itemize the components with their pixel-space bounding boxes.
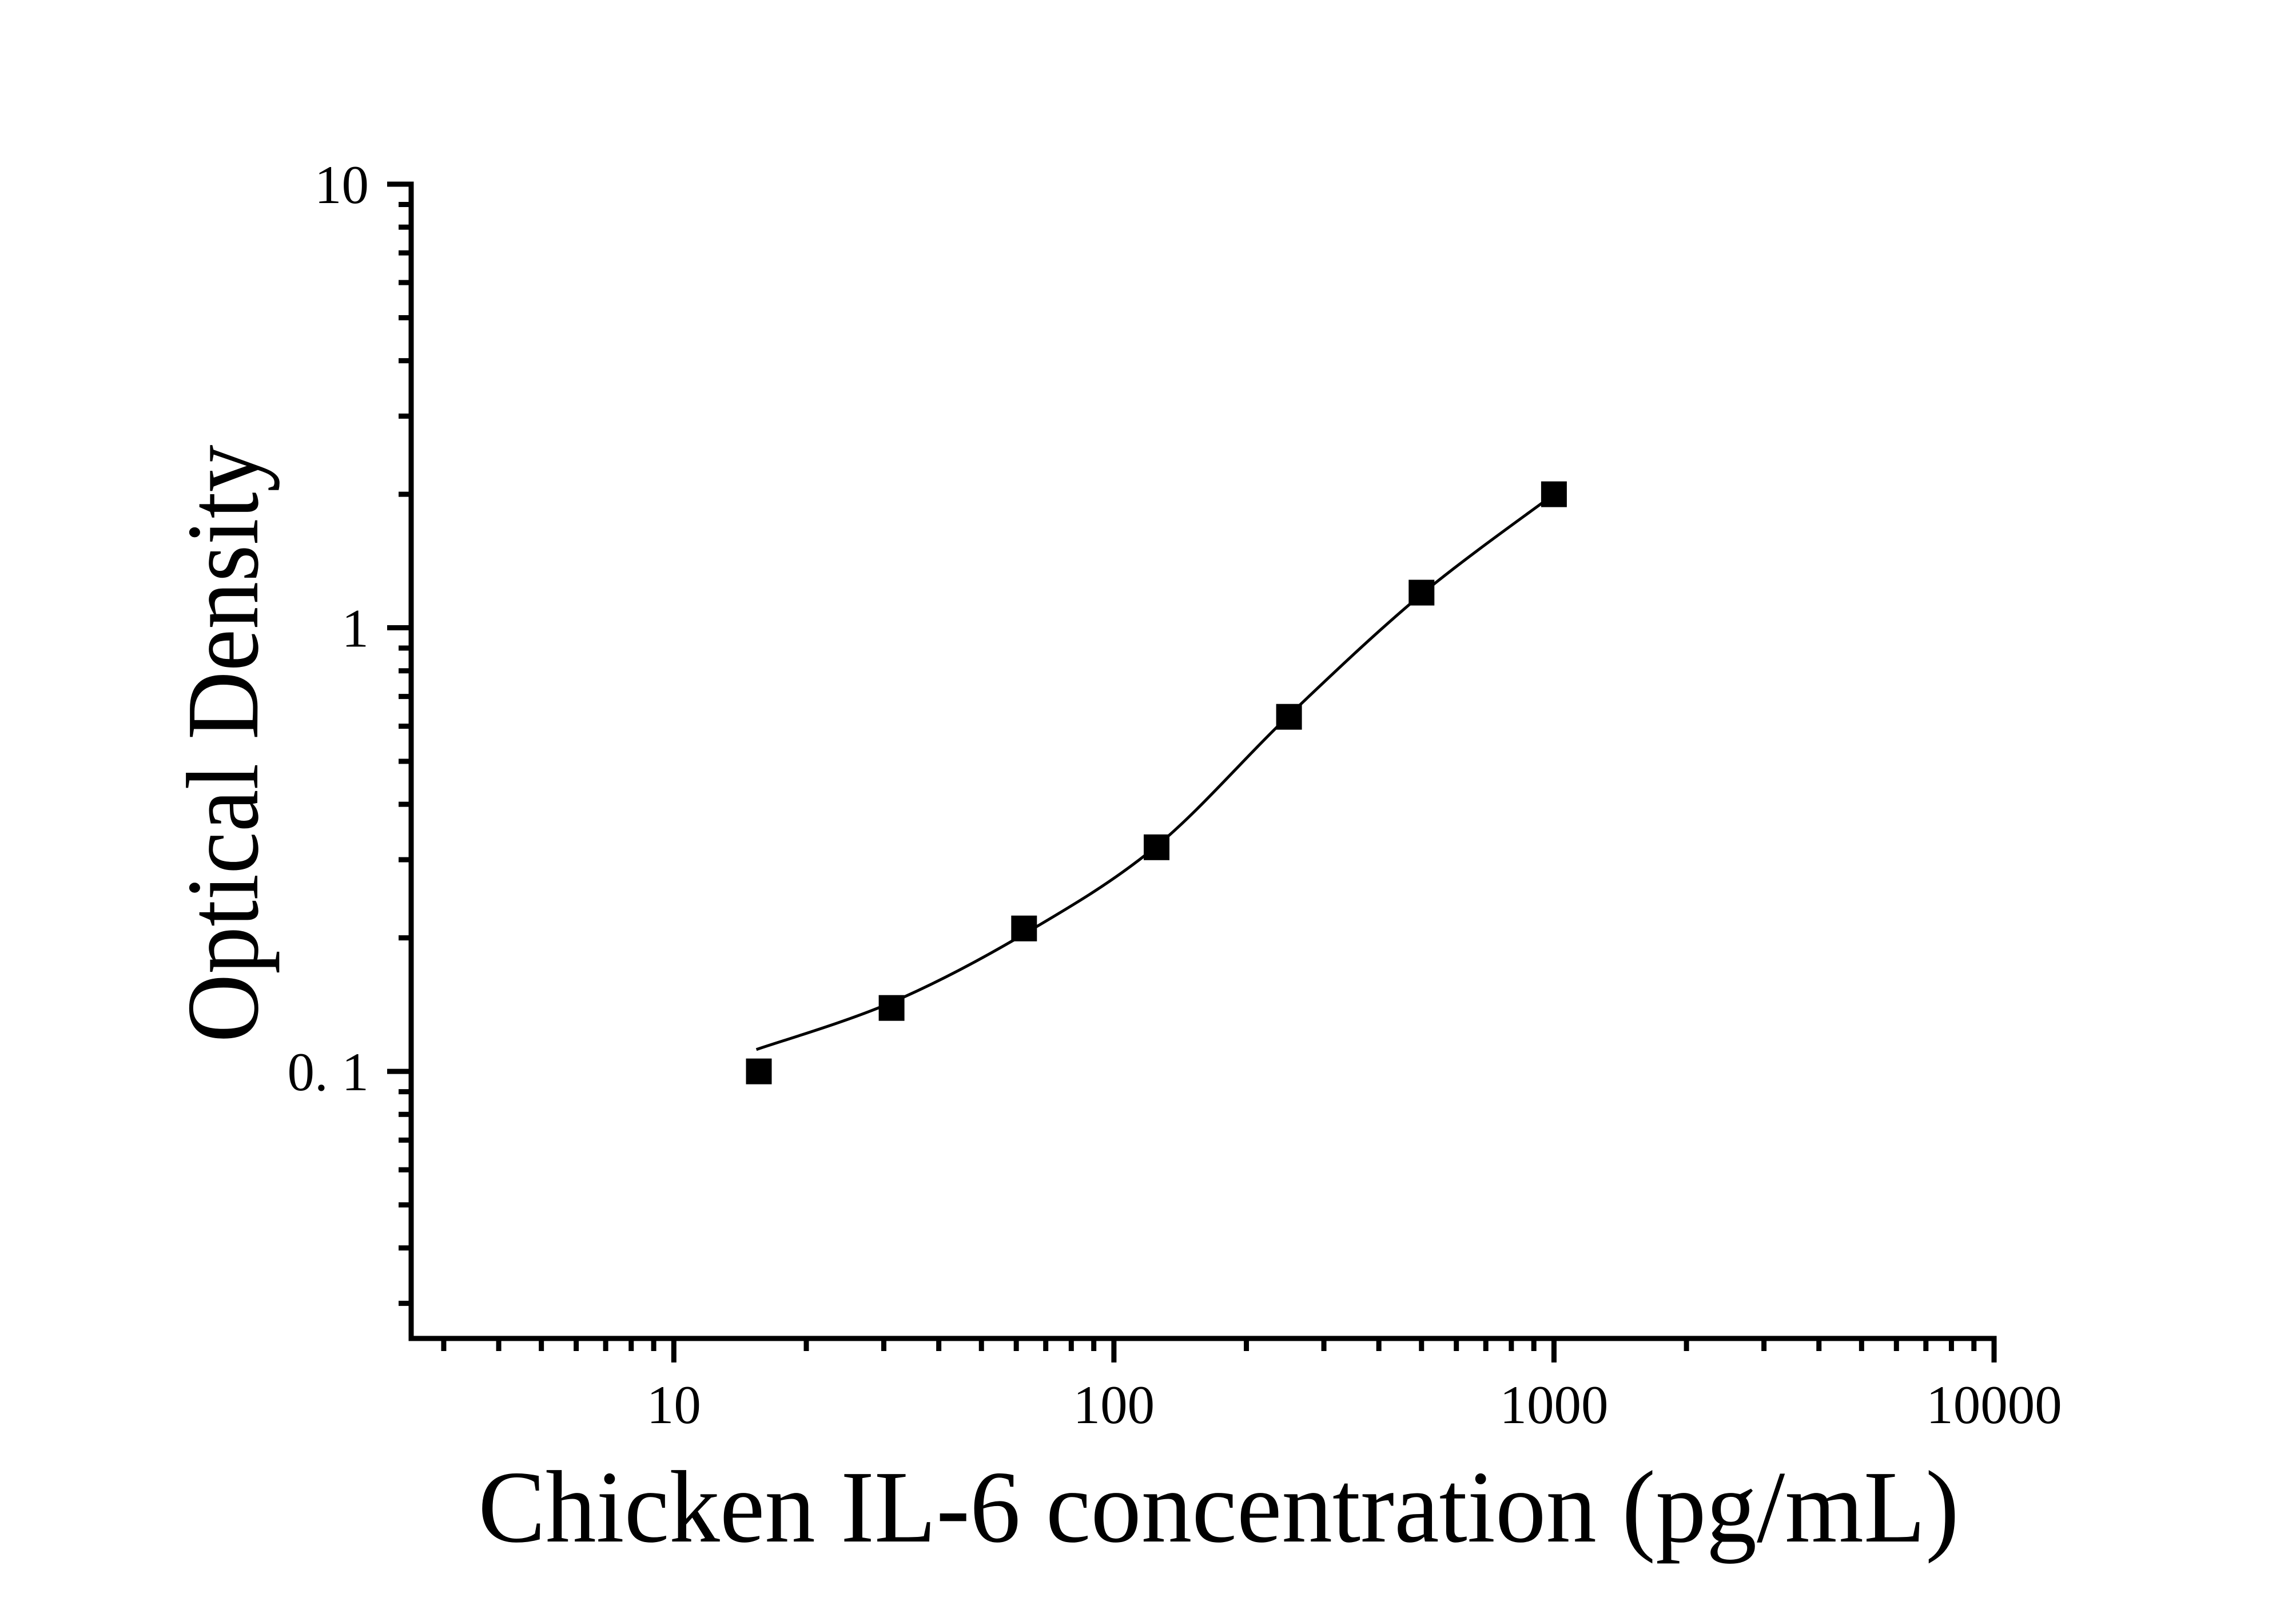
data-point-marker <box>746 1058 772 1084</box>
x-axis-title: Chicken IL-6 concentration (pg/mL) <box>478 1450 1959 1564</box>
y-tick-label: 0. 1 <box>288 1042 369 1102</box>
y-axis-title: Optical Density <box>166 445 280 1043</box>
x-tick-label: 10000 <box>1926 1374 2062 1435</box>
data-point-marker <box>1276 704 1302 730</box>
data-point-marker <box>1011 915 1037 941</box>
x-tick-label: 1000 <box>1499 1374 1608 1435</box>
x-axis: 10 100 1000 10000 <box>408 1336 2062 1435</box>
fit-curve-group <box>755 493 1555 1051</box>
data-points-group <box>746 481 1567 1084</box>
y-tick-label: 1 <box>342 598 369 659</box>
x-tick-label: 10 <box>647 1374 701 1435</box>
fit-curve <box>755 493 1555 1051</box>
y-axis: 0. 1 1 10 <box>288 154 414 1341</box>
data-point-marker <box>1408 579 1435 606</box>
y-tick-label: 10 <box>315 154 369 215</box>
data-point-marker <box>1541 481 1567 507</box>
data-point-marker <box>1144 834 1169 860</box>
x-tick-label: 100 <box>1073 1374 1155 1435</box>
data-point-marker <box>878 995 905 1021</box>
